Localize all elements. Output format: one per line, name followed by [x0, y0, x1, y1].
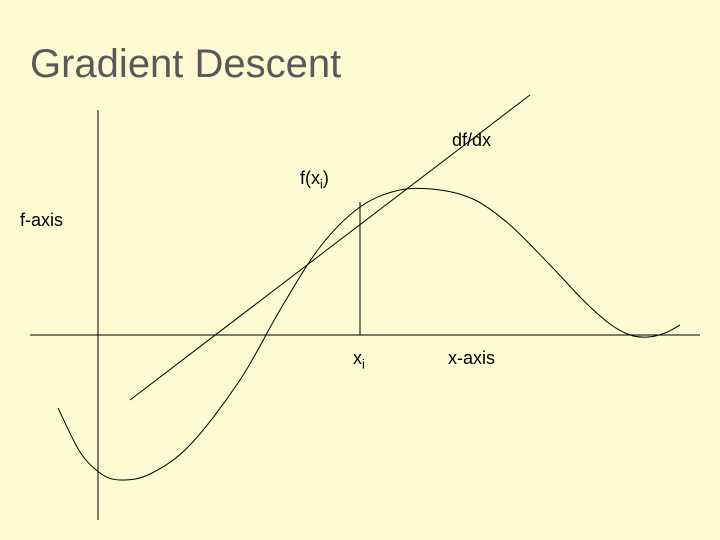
title-text: Gradient Descent — [30, 42, 341, 87]
label-f-axis: f-axis — [20, 210, 63, 231]
label-f-of-xi: f(xi) — [300, 168, 329, 192]
label-x-axis: x-axis — [448, 348, 495, 369]
diagram-stage: Gradient Descent df/dx f(xi) f-axis xi x… — [0, 0, 720, 540]
function-curve — [58, 188, 680, 480]
label-dfdx: df/dx — [452, 130, 491, 151]
label-xi: xi — [353, 348, 365, 372]
